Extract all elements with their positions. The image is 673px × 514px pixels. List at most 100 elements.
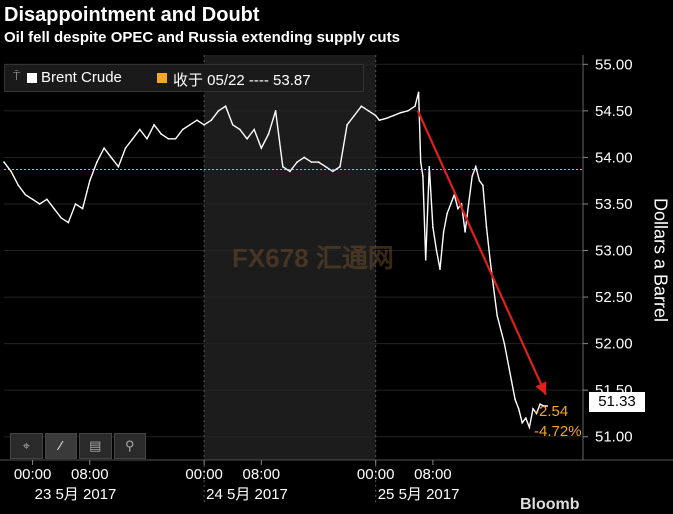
table-icon[interactable]: ▤ <box>79 433 112 459</box>
chart-subtitle: Oil fell despite OPEC and Russia extendi… <box>4 29 400 46</box>
data-point <box>67 221 70 224</box>
data-point <box>217 110 220 112</box>
data-point <box>414 105 416 108</box>
brand-logo: Bloomb <box>520 496 580 513</box>
data-point <box>74 203 77 205</box>
data-point <box>81 207 84 210</box>
legend: ⍑ Brent Crude 收于 05/22 ---- 53.87 <box>4 64 364 92</box>
x-day-label: 23 5月 2017 <box>35 486 117 503</box>
data-point <box>378 119 381 121</box>
y-axis-label-text: Dollars a Barrel <box>650 197 671 323</box>
data-point <box>24 193 27 196</box>
data-point <box>496 314 499 317</box>
data-point <box>546 405 549 407</box>
data-point <box>53 207 55 210</box>
data-point <box>525 417 527 419</box>
data-point <box>339 165 341 168</box>
data-point <box>10 170 12 173</box>
data-point <box>274 110 277 112</box>
x-tick-label: 08:00 <box>414 466 452 483</box>
data-point <box>442 231 445 233</box>
data-point <box>203 124 205 126</box>
data-point <box>422 175 424 177</box>
data-point <box>503 342 506 345</box>
data-point <box>482 184 484 187</box>
watermark: FX678 汇通网 <box>232 243 394 273</box>
data-point <box>428 165 431 168</box>
y-tick-label: 54.50 <box>595 103 633 120</box>
data-point <box>489 259 491 261</box>
legend-reference-label: 收于 05/22 ---- 53.87 <box>173 72 311 89</box>
data-point <box>542 405 545 407</box>
data-point <box>474 165 477 168</box>
data-point <box>399 111 402 114</box>
legend-series-name: Brent Crude <box>41 69 122 86</box>
data-point <box>367 110 370 112</box>
data-point <box>3 161 5 163</box>
x-tick-label: 00:00 <box>14 466 52 483</box>
data-point <box>260 147 263 149</box>
data-point <box>131 137 134 140</box>
trend-arrow <box>416 110 547 396</box>
data-point <box>139 128 141 131</box>
data-point <box>239 128 241 131</box>
data-point <box>374 114 377 117</box>
data-point <box>153 124 155 126</box>
data-point <box>224 105 227 108</box>
zoom-icon[interactable]: ⚲ <box>113 433 146 459</box>
data-point <box>353 114 356 117</box>
x-tick-label: 08:00 <box>243 466 281 483</box>
data-point <box>360 105 363 108</box>
data-point <box>117 165 120 168</box>
data-point <box>432 226 434 229</box>
data-point <box>332 170 334 173</box>
trend-arrow-head <box>535 381 547 395</box>
data-point <box>146 137 148 140</box>
data-point <box>196 119 198 121</box>
data-point <box>310 161 313 163</box>
y-tick-label: 52.50 <box>595 289 633 306</box>
data-point <box>492 286 495 289</box>
data-point <box>510 380 513 382</box>
x-tick-label: 00:00 <box>357 466 395 483</box>
data-point <box>253 128 255 131</box>
y-tick-label: 54.00 <box>595 149 633 166</box>
data-point <box>485 226 488 229</box>
pin-icon[interactable]: ⍑ <box>13 69 21 83</box>
data-point <box>471 175 474 177</box>
data-point <box>424 259 427 261</box>
reference-swatch <box>157 73 167 83</box>
change-percent: -4.72% <box>534 423 582 440</box>
data-point <box>296 161 298 163</box>
data-point <box>514 398 516 401</box>
data-point <box>535 412 538 415</box>
data-point <box>60 217 62 219</box>
data-point <box>181 128 184 131</box>
data-point <box>189 124 191 126</box>
data-point <box>467 203 470 205</box>
data-point <box>435 249 438 252</box>
data-point <box>88 179 91 182</box>
change-absolute: -2.54 <box>534 403 569 420</box>
y-tick-label: 52.00 <box>595 336 633 353</box>
data-point <box>289 170 291 173</box>
data-point <box>439 268 441 270</box>
data-point <box>539 403 541 405</box>
y-tick-label: 53.00 <box>595 243 633 260</box>
y-tick-label: 51.00 <box>595 429 633 446</box>
data-point <box>210 119 213 121</box>
data-point <box>446 212 448 215</box>
y-tick-label: 53.50 <box>595 196 633 213</box>
data-point <box>17 184 20 187</box>
data-point <box>167 137 170 140</box>
crosshair-icon[interactable]: ⌖ <box>10 433 43 459</box>
data-point <box>385 117 388 120</box>
data-point <box>392 114 395 117</box>
data-point <box>419 161 422 163</box>
data-point <box>124 147 127 149</box>
chart-toolbar: ⌖ ∕ ▤ ⚲ <box>10 433 148 459</box>
data-point <box>324 165 327 168</box>
x-day-label: 25 5月 2017 <box>378 486 460 503</box>
draw-line-icon[interactable]: ∕ <box>44 433 77 459</box>
data-point <box>110 156 113 159</box>
